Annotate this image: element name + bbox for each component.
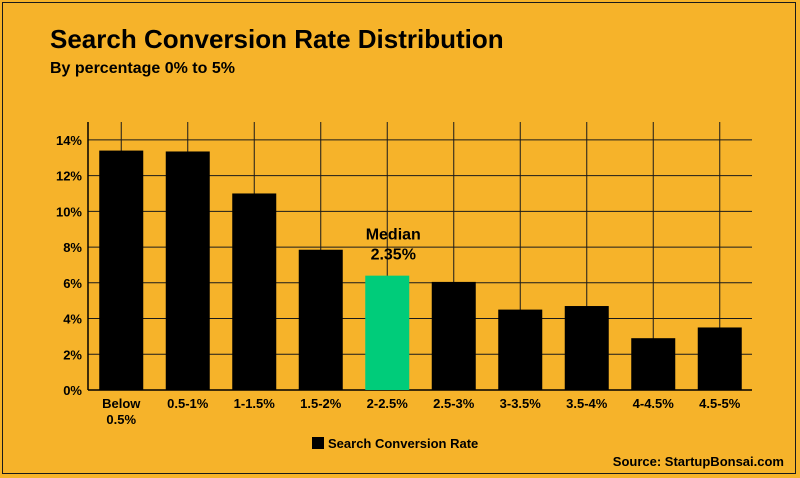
y-tick-label: 10% [56,204,82,219]
x-tick-label: 3-3.5% [500,396,542,411]
source-note: Source: StartupBonsai.com [612,454,784,469]
x-tick-label: 3.5-4% [566,396,608,411]
bar [631,338,676,390]
median-annotation: Median 2.35% [366,227,421,264]
x-tick-label: 4.5-5% [699,396,741,411]
bar [697,327,742,390]
y-tick-label: 8% [63,240,82,255]
bar [431,281,476,390]
x-tick-label: Below 0.5% [102,396,141,427]
x-tick-label: 1-1.5% [234,396,276,411]
y-tick-label: 12% [56,169,82,184]
y-tick-label: 2% [63,347,82,362]
y-tick-label: 4% [63,312,82,327]
x-tick-label: 4-4.5% [633,396,675,411]
y-tick-label: 14% [56,133,82,148]
legend-label: Search Conversion Rate [328,436,478,451]
x-tick-label: 2.5-3% [433,396,475,411]
bar [99,150,144,390]
x-tick-label: 1.5-2% [300,396,342,411]
bar [564,306,609,390]
bar [498,309,543,390]
x-tick-label: 0.5-1% [167,396,209,411]
bar [298,249,343,390]
y-tick-label: 6% [63,276,82,291]
x-tick-label: 2-2.5% [367,396,409,411]
bar [232,193,277,390]
chart-subtitle: By percentage 0% to 5% [50,60,235,77]
bar-highlight [365,275,410,390]
bar [165,151,210,390]
legend-swatch [312,437,324,449]
chart-title: Search Conversion Rate Distribution [50,24,504,54]
y-tick-label: 0% [63,383,82,398]
